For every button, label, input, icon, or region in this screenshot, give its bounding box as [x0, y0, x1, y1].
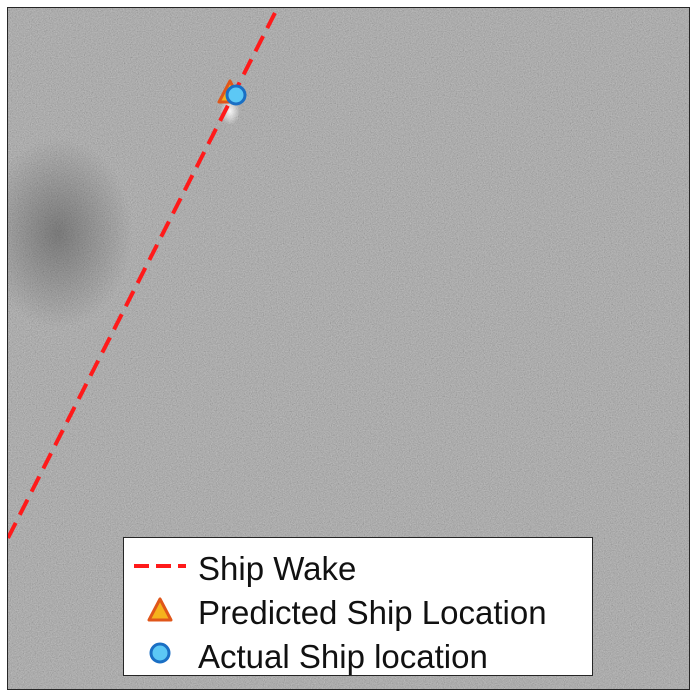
- actual-ship-marker: [225, 84, 247, 106]
- legend-predicted-label: Predicted Ship Location: [198, 594, 547, 631]
- legend: Ship Wake Predicted Ship Location Actual…: [123, 537, 593, 676]
- legend-actual-label: Actual Ship location: [198, 638, 488, 675]
- circle-icon: [149, 642, 171, 664]
- legend-wake-label: Ship Wake: [198, 550, 357, 587]
- triangle-icon: [147, 597, 173, 622]
- legend-item-actual: Actual Ship location: [124, 632, 592, 676]
- dashed-line-icon: [134, 564, 186, 568]
- legend-item-wake: Ship Wake: [124, 544, 592, 588]
- dark-patch: [8, 138, 133, 328]
- legend-item-predicted: Predicted Ship Location: [124, 588, 592, 632]
